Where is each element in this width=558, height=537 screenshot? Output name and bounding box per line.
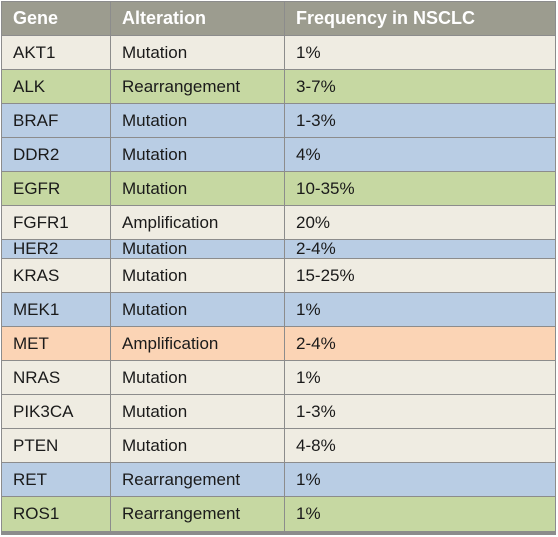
- cell-alteration: Amplification: [111, 206, 285, 239]
- cell-alteration: Mutation: [111, 429, 285, 462]
- table-body: AKT1 Mutation 1% ALK Rearrangement 3-7% BRAF Mu…: [2, 36, 555, 531]
- table-row: KRAS Mutation 15-25%: [2, 259, 555, 293]
- cell-frequency: 4-8%: [285, 429, 555, 462]
- cell-alteration: Mutation: [111, 240, 285, 258]
- cell-alteration: Rearrangement: [111, 70, 285, 103]
- cell-frequency: 15-25%: [285, 259, 555, 292]
- cell-gene: RET: [2, 463, 111, 496]
- cell-gene: EGFR: [2, 172, 111, 205]
- cell-alteration: Mutation: [111, 361, 285, 394]
- cell-alteration: Amplification: [111, 327, 285, 360]
- table-row: MET Amplification 2-4%: [2, 327, 555, 361]
- cell-gene: MEK1: [2, 293, 111, 326]
- header-frequency: Frequency in NSCLC: [285, 2, 555, 35]
- cell-frequency: 2-4%: [285, 240, 555, 258]
- cell-frequency: 2-4%: [285, 327, 555, 360]
- cell-gene: ALK: [2, 70, 111, 103]
- table-row: BRAF Mutation 1-3%: [2, 104, 555, 138]
- table-row: FGFR1 Amplification 20%: [2, 206, 555, 240]
- table-row: DDR2 Mutation 4%: [2, 138, 555, 172]
- cell-alteration: Mutation: [111, 395, 285, 428]
- cell-alteration: Mutation: [111, 259, 285, 292]
- table-row: EGFR Mutation 10-35%: [2, 172, 555, 206]
- cell-frequency: 1-3%: [285, 104, 555, 137]
- cell-gene: DDR2: [2, 138, 111, 171]
- cell-alteration: Mutation: [111, 172, 285, 205]
- table-row: PTEN Mutation 4-8%: [2, 429, 555, 463]
- table-header-row: Gene Alteration Frequency in NSCLC: [2, 2, 555, 36]
- cell-alteration: Mutation: [111, 138, 285, 171]
- cell-alteration: Rearrangement: [111, 463, 285, 496]
- cell-gene: NRAS: [2, 361, 111, 394]
- header-alteration: Alteration: [111, 2, 285, 35]
- table-row: ROS1 Rearrangement 1%: [2, 497, 555, 531]
- cell-frequency: 3-7%: [285, 70, 555, 103]
- cell-frequency: 1%: [285, 293, 555, 326]
- cell-gene: ROS1: [2, 497, 111, 531]
- cell-frequency: 1-3%: [285, 395, 555, 428]
- cell-frequency: 1%: [285, 463, 555, 496]
- cell-frequency: 10-35%: [285, 172, 555, 205]
- table-row: NRAS Mutation 1%: [2, 361, 555, 395]
- table-row: MEK1 Mutation 1%: [2, 293, 555, 327]
- cell-gene: PTEN: [2, 429, 111, 462]
- cell-alteration: Rearrangement: [111, 497, 285, 531]
- table-row: HER2 Mutation 2-4%: [2, 240, 555, 259]
- cell-frequency: 4%: [285, 138, 555, 171]
- cell-frequency: 20%: [285, 206, 555, 239]
- cell-gene: AKT1: [2, 36, 111, 69]
- cell-gene: HER2: [2, 240, 111, 258]
- table-row: ALK Rearrangement 3-7%: [2, 70, 555, 104]
- cell-gene: MET: [2, 327, 111, 360]
- table-row: AKT1 Mutation 1%: [2, 36, 555, 70]
- cell-alteration: Mutation: [111, 104, 285, 137]
- header-gene: Gene: [2, 2, 111, 35]
- cell-frequency: 1%: [285, 361, 555, 394]
- cell-gene: FGFR1: [2, 206, 111, 239]
- cell-gene: BRAF: [2, 104, 111, 137]
- cell-frequency: 1%: [285, 497, 555, 531]
- cell-alteration: Mutation: [111, 36, 285, 69]
- cell-frequency: 1%: [285, 36, 555, 69]
- cell-alteration: Mutation: [111, 293, 285, 326]
- cell-gene: KRAS: [2, 259, 111, 292]
- table-row: PIK3CA Mutation 1-3%: [2, 395, 555, 429]
- table-row: RET Rearrangement 1%: [2, 463, 555, 497]
- cell-gene: PIK3CA: [2, 395, 111, 428]
